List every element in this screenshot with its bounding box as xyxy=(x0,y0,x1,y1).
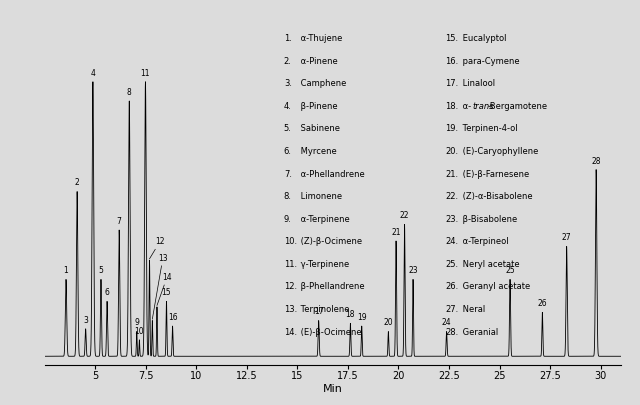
Text: (E)-β-Ocimene: (E)-β-Ocimene xyxy=(298,328,362,337)
Text: 10.: 10. xyxy=(284,237,297,246)
Text: 27.: 27. xyxy=(445,305,458,314)
Text: 2.: 2. xyxy=(284,57,292,66)
X-axis label: Min: Min xyxy=(323,384,343,394)
Text: 15: 15 xyxy=(162,288,172,297)
Text: 19.: 19. xyxy=(445,124,458,133)
Text: 12.: 12. xyxy=(284,282,297,292)
Text: 21.: 21. xyxy=(445,170,458,179)
Text: Camphene: Camphene xyxy=(298,79,347,88)
Text: Geranyl acetate: Geranyl acetate xyxy=(460,282,530,292)
Text: 14.: 14. xyxy=(284,328,297,337)
Text: 5.: 5. xyxy=(284,124,292,133)
Text: 27: 27 xyxy=(562,233,572,242)
Text: (Z)-β-Ocimene: (Z)-β-Ocimene xyxy=(298,237,362,246)
Text: α-: α- xyxy=(460,102,470,111)
Text: α-Pinene: α-Pinene xyxy=(298,57,338,66)
Text: 1.: 1. xyxy=(284,34,292,43)
Text: 22.: 22. xyxy=(445,192,458,201)
Text: 1: 1 xyxy=(63,266,68,275)
Text: 8.: 8. xyxy=(284,192,292,201)
Text: 24: 24 xyxy=(442,318,451,328)
Text: 14: 14 xyxy=(157,273,172,305)
Text: 18.: 18. xyxy=(445,102,458,111)
Text: 6: 6 xyxy=(104,288,109,297)
Text: 13.: 13. xyxy=(284,305,297,314)
Text: 20: 20 xyxy=(383,318,393,328)
Text: (E)-Caryophyllene: (E)-Caryophyllene xyxy=(460,147,538,156)
Text: Sabinene: Sabinene xyxy=(298,124,340,133)
Text: 21: 21 xyxy=(391,228,401,237)
Text: Limonene: Limonene xyxy=(298,192,342,201)
Text: 11.: 11. xyxy=(284,260,297,269)
Text: Eucalyptol: Eucalyptol xyxy=(460,34,506,43)
Text: Linalool: Linalool xyxy=(460,79,495,88)
Text: 12: 12 xyxy=(150,237,164,259)
Text: α-Thujene: α-Thujene xyxy=(298,34,342,43)
Text: 25.: 25. xyxy=(445,260,458,269)
Text: Geranial: Geranial xyxy=(460,328,498,337)
Text: 3.: 3. xyxy=(284,79,292,88)
Text: 7: 7 xyxy=(116,217,122,226)
Text: 28: 28 xyxy=(591,156,601,166)
Text: γ-Terpinene: γ-Terpinene xyxy=(298,260,349,269)
Text: 17.: 17. xyxy=(445,79,458,88)
Text: Neryl acetate: Neryl acetate xyxy=(460,260,519,269)
Text: β-Pinene: β-Pinene xyxy=(298,102,338,111)
Text: para-Cymene: para-Cymene xyxy=(460,57,519,66)
Text: 28.: 28. xyxy=(445,328,458,337)
Text: Neral: Neral xyxy=(460,305,484,314)
Text: 3: 3 xyxy=(83,316,88,325)
Text: α-Phellandrene: α-Phellandrene xyxy=(298,170,365,179)
Text: 7.: 7. xyxy=(284,170,292,179)
Text: 6.: 6. xyxy=(284,147,292,156)
Text: 22: 22 xyxy=(400,211,410,220)
Text: β-Phellandrene: β-Phellandrene xyxy=(298,282,365,292)
Text: 17: 17 xyxy=(314,307,323,316)
Text: 13: 13 xyxy=(152,254,168,319)
Text: 20.: 20. xyxy=(445,147,458,156)
Text: 16: 16 xyxy=(168,313,177,322)
Text: (E)-β-Farnesene: (E)-β-Farnesene xyxy=(460,170,529,179)
Text: 26: 26 xyxy=(538,299,547,308)
Text: -Bergamotene: -Bergamotene xyxy=(487,102,547,111)
Text: 23.: 23. xyxy=(445,215,458,224)
Text: 4: 4 xyxy=(90,69,95,78)
Text: 9.: 9. xyxy=(284,215,292,224)
Text: 23: 23 xyxy=(408,266,418,275)
Text: Terpinolene: Terpinolene xyxy=(298,305,349,314)
Text: 25: 25 xyxy=(505,266,515,275)
Text: 24.: 24. xyxy=(445,237,458,246)
Text: 8: 8 xyxy=(127,88,132,97)
Text: 5: 5 xyxy=(99,266,104,275)
Text: 11: 11 xyxy=(141,69,150,78)
Text: α-Terpineol: α-Terpineol xyxy=(460,237,508,246)
Text: 19: 19 xyxy=(357,313,367,322)
Text: 4.: 4. xyxy=(284,102,292,111)
Text: 18: 18 xyxy=(346,310,355,319)
Text: 26.: 26. xyxy=(445,282,458,292)
Text: 16.: 16. xyxy=(445,57,458,66)
Text: 15.: 15. xyxy=(445,34,458,43)
Text: 2: 2 xyxy=(75,179,79,188)
Text: (Z)-α-Bisabolene: (Z)-α-Bisabolene xyxy=(460,192,532,201)
Text: 9: 9 xyxy=(134,318,139,328)
Text: trans: trans xyxy=(473,102,494,111)
Text: Terpinen-4-ol: Terpinen-4-ol xyxy=(460,124,517,133)
Text: Myrcene: Myrcene xyxy=(298,147,337,156)
Text: β-Bisabolene: β-Bisabolene xyxy=(460,215,516,224)
Text: α-Terpinene: α-Terpinene xyxy=(298,215,350,224)
Text: 10: 10 xyxy=(134,327,144,336)
